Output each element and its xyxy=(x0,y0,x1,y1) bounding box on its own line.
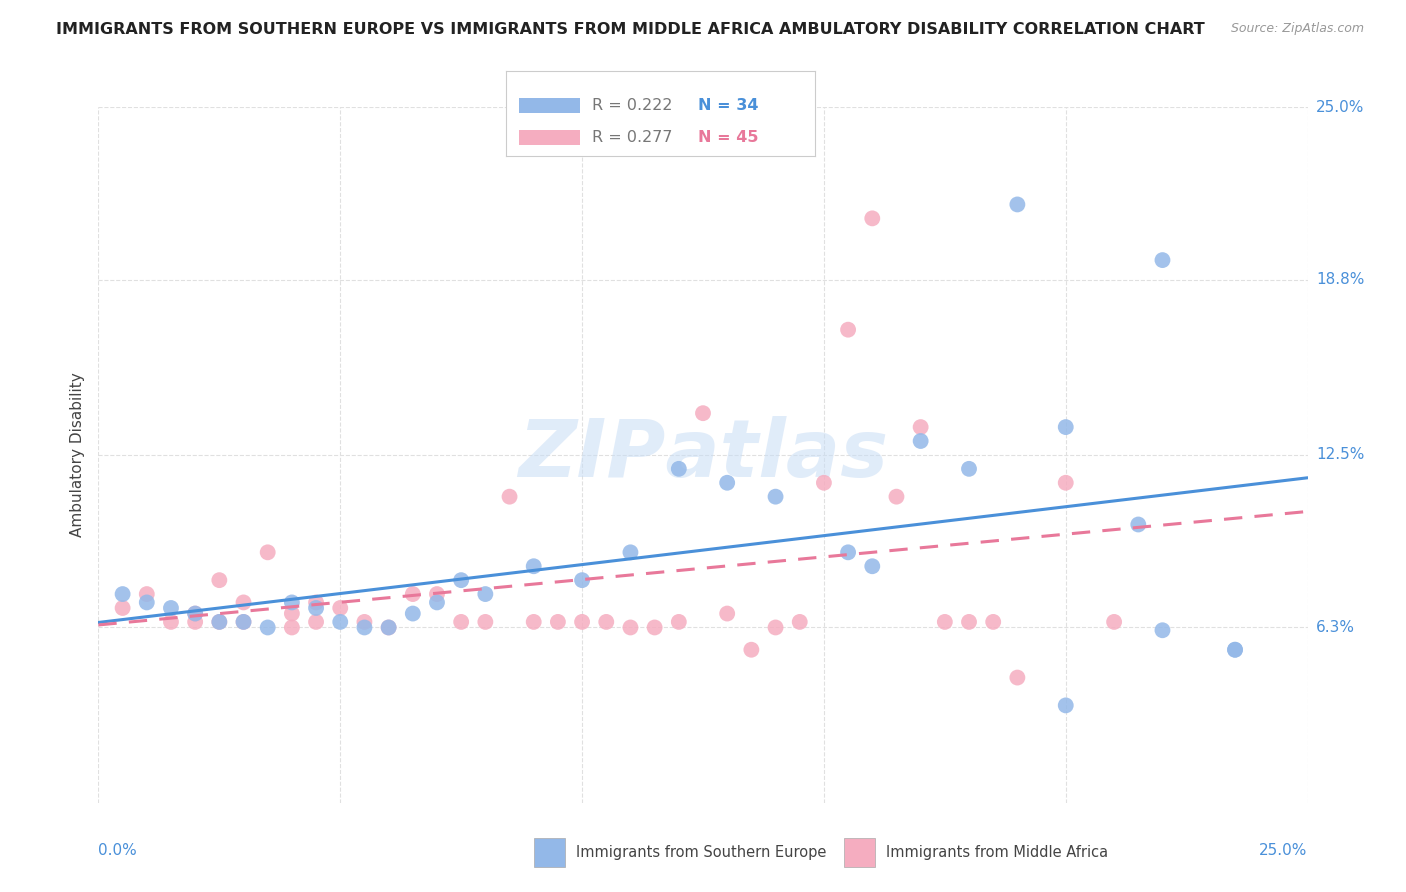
Point xyxy=(208,615,231,629)
Text: R = 0.222: R = 0.222 xyxy=(592,98,672,112)
Point xyxy=(740,642,762,657)
Y-axis label: Ambulatory Disability: Ambulatory Disability xyxy=(70,373,86,537)
Point xyxy=(208,573,231,587)
Point xyxy=(160,601,183,615)
Point xyxy=(837,323,859,337)
Point xyxy=(256,620,278,634)
FancyBboxPatch shape xyxy=(519,97,579,113)
Point xyxy=(910,434,932,448)
Point xyxy=(135,587,157,601)
Point xyxy=(1054,475,1077,490)
Point xyxy=(474,615,496,629)
Point xyxy=(644,620,666,634)
Text: ZIP​atlas: ZIP​atlas xyxy=(517,416,889,494)
Point xyxy=(402,607,425,621)
Text: 25.0%: 25.0% xyxy=(1316,100,1364,114)
Point xyxy=(957,462,980,476)
Point xyxy=(329,615,352,629)
Point xyxy=(474,587,496,601)
Point xyxy=(886,490,908,504)
Point xyxy=(281,607,304,621)
Point xyxy=(692,406,714,420)
Point xyxy=(232,595,254,609)
Text: 18.8%: 18.8% xyxy=(1316,272,1364,287)
Point xyxy=(1152,624,1174,638)
Point xyxy=(353,620,375,634)
Point xyxy=(329,601,352,615)
Point xyxy=(232,615,254,629)
Point xyxy=(426,595,449,609)
Point xyxy=(668,462,690,476)
Point xyxy=(668,615,690,629)
Point xyxy=(1054,420,1077,434)
Point xyxy=(1054,698,1077,713)
Point xyxy=(305,615,328,629)
Point xyxy=(426,587,449,601)
Point xyxy=(523,559,546,574)
Point xyxy=(353,615,375,629)
Point xyxy=(789,615,811,629)
Point xyxy=(837,545,859,559)
Point xyxy=(184,607,207,621)
Point xyxy=(619,620,641,634)
Point xyxy=(377,620,399,634)
Point xyxy=(1223,642,1246,657)
Point xyxy=(1128,517,1150,532)
Point xyxy=(716,607,738,621)
Point xyxy=(765,490,787,504)
Point xyxy=(813,475,835,490)
Point xyxy=(547,615,569,629)
Point xyxy=(571,573,593,587)
Point xyxy=(1152,253,1174,268)
FancyBboxPatch shape xyxy=(519,130,579,145)
Point xyxy=(184,607,207,621)
Point xyxy=(716,475,738,490)
Point xyxy=(595,615,617,629)
Text: 25.0%: 25.0% xyxy=(1260,843,1308,858)
Point xyxy=(498,490,520,504)
Point xyxy=(160,615,183,629)
Point xyxy=(281,595,304,609)
Text: Immigrants from Southern Europe: Immigrants from Southern Europe xyxy=(576,846,827,860)
Point xyxy=(232,615,254,629)
Point xyxy=(765,620,787,634)
Point xyxy=(1223,642,1246,657)
Point xyxy=(860,211,883,226)
Point xyxy=(111,601,134,615)
Text: N = 34: N = 34 xyxy=(697,98,758,112)
Text: N = 45: N = 45 xyxy=(697,130,758,145)
Text: 6.3%: 6.3% xyxy=(1316,620,1355,635)
Point xyxy=(619,545,641,559)
Point xyxy=(1102,615,1125,629)
Text: R = 0.277: R = 0.277 xyxy=(592,130,672,145)
Point xyxy=(111,587,134,601)
Point xyxy=(450,615,472,629)
Point xyxy=(934,615,956,629)
Text: Immigrants from Middle Africa: Immigrants from Middle Africa xyxy=(886,846,1108,860)
Point xyxy=(1007,197,1029,211)
Point xyxy=(450,573,472,587)
Point xyxy=(860,559,883,574)
Point xyxy=(184,615,207,629)
Point xyxy=(571,615,593,629)
Text: 0.0%: 0.0% xyxy=(98,843,138,858)
Point xyxy=(523,615,546,629)
Point xyxy=(305,601,328,615)
Text: 12.5%: 12.5% xyxy=(1316,448,1364,462)
Point xyxy=(1007,671,1029,685)
Point xyxy=(981,615,1004,629)
Point xyxy=(910,420,932,434)
Point xyxy=(256,545,278,559)
Point xyxy=(305,595,328,609)
Point xyxy=(377,620,399,634)
Point xyxy=(208,615,231,629)
Text: Source: ZipAtlas.com: Source: ZipAtlas.com xyxy=(1230,22,1364,36)
Point xyxy=(281,620,304,634)
Point xyxy=(957,615,980,629)
Point xyxy=(402,587,425,601)
Point xyxy=(135,595,157,609)
Text: IMMIGRANTS FROM SOUTHERN EUROPE VS IMMIGRANTS FROM MIDDLE AFRICA AMBULATORY DISA: IMMIGRANTS FROM SOUTHERN EUROPE VS IMMIG… xyxy=(56,22,1205,37)
